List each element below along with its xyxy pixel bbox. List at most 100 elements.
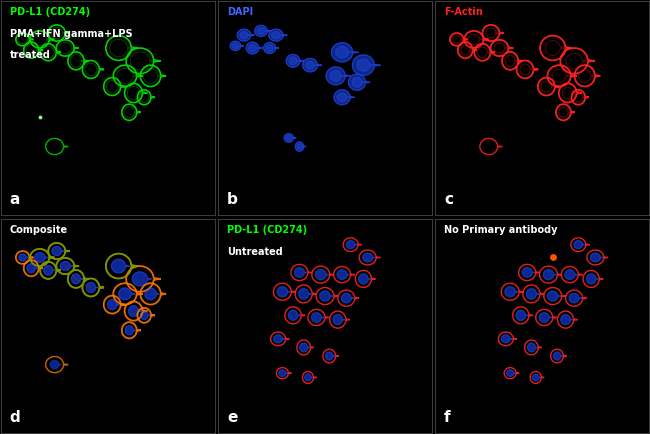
Polygon shape [341,293,354,303]
Polygon shape [348,74,370,90]
Polygon shape [553,352,563,360]
Polygon shape [286,54,304,67]
Polygon shape [357,59,375,71]
Polygon shape [112,259,129,273]
Polygon shape [540,313,552,322]
Polygon shape [561,315,573,325]
Polygon shape [335,46,353,58]
Polygon shape [230,41,244,50]
Polygon shape [297,144,304,149]
Text: PD-L1 (CD274): PD-L1 (CD274) [227,225,307,235]
Text: Composite: Composite [10,225,68,235]
Text: f: f [444,410,450,424]
Polygon shape [34,253,48,262]
Polygon shape [86,283,98,293]
Polygon shape [306,61,318,69]
Polygon shape [333,315,345,325]
Polygon shape [315,270,329,279]
Polygon shape [129,306,141,316]
Polygon shape [279,370,288,376]
Polygon shape [337,93,350,102]
Polygon shape [289,57,300,65]
Polygon shape [145,288,159,300]
Polygon shape [272,32,283,39]
Polygon shape [332,43,359,62]
Polygon shape [295,142,306,151]
Polygon shape [311,313,324,322]
Polygon shape [237,29,254,41]
Polygon shape [502,335,512,343]
Polygon shape [303,58,322,72]
Polygon shape [246,42,263,54]
Polygon shape [305,374,313,381]
Text: c: c [444,191,453,207]
Polygon shape [547,291,561,301]
Point [547,254,558,261]
Point [34,113,45,120]
Text: PD-L1 (CD274): PD-L1 (CD274) [10,7,90,17]
Polygon shape [522,268,535,277]
Polygon shape [274,335,285,343]
Polygon shape [352,77,366,87]
Polygon shape [565,270,577,279]
Polygon shape [50,361,61,368]
Polygon shape [257,27,268,34]
Polygon shape [532,374,541,381]
Polygon shape [320,291,333,301]
Text: Untreated: Untreated [227,247,283,257]
Polygon shape [337,270,350,279]
Polygon shape [266,45,276,51]
Polygon shape [44,266,55,275]
Text: a: a [10,191,20,207]
Polygon shape [300,343,309,352]
Polygon shape [27,264,38,273]
Polygon shape [284,134,296,142]
Polygon shape [346,241,358,249]
Polygon shape [526,289,539,299]
Polygon shape [118,288,135,300]
Polygon shape [543,270,556,279]
Polygon shape [107,300,120,309]
Polygon shape [268,29,287,41]
Polygon shape [506,370,515,376]
Polygon shape [574,241,585,249]
Text: DAPI: DAPI [227,7,253,17]
Polygon shape [569,293,582,303]
Polygon shape [516,310,528,320]
Polygon shape [19,254,29,261]
Polygon shape [330,70,346,81]
Text: e: e [227,410,237,424]
Polygon shape [255,25,271,36]
Polygon shape [299,289,311,299]
Polygon shape [363,253,375,262]
Polygon shape [132,272,151,286]
Polygon shape [140,311,150,319]
Polygon shape [334,90,354,105]
Polygon shape [52,247,64,256]
Polygon shape [326,67,350,85]
Polygon shape [232,43,241,49]
Polygon shape [359,274,370,284]
Polygon shape [326,352,335,360]
Polygon shape [527,343,538,352]
Polygon shape [240,32,251,39]
Polygon shape [586,274,598,284]
Text: No Primary antibody: No Primary antibody [444,225,558,235]
Polygon shape [352,55,380,76]
Polygon shape [72,274,83,284]
Polygon shape [294,268,307,277]
Polygon shape [289,310,300,320]
Text: d: d [10,410,21,424]
Polygon shape [264,43,279,53]
Polygon shape [505,287,518,297]
Polygon shape [590,253,603,262]
Text: PMA+IFN gamma+LPS: PMA+IFN gamma+LPS [10,29,133,39]
Polygon shape [60,262,73,270]
Polygon shape [286,135,294,141]
Text: treated: treated [10,50,51,60]
Text: b: b [227,191,238,207]
Polygon shape [125,326,135,335]
Polygon shape [277,287,291,297]
Polygon shape [249,44,259,52]
Text: F-Actin: F-Actin [444,7,483,17]
